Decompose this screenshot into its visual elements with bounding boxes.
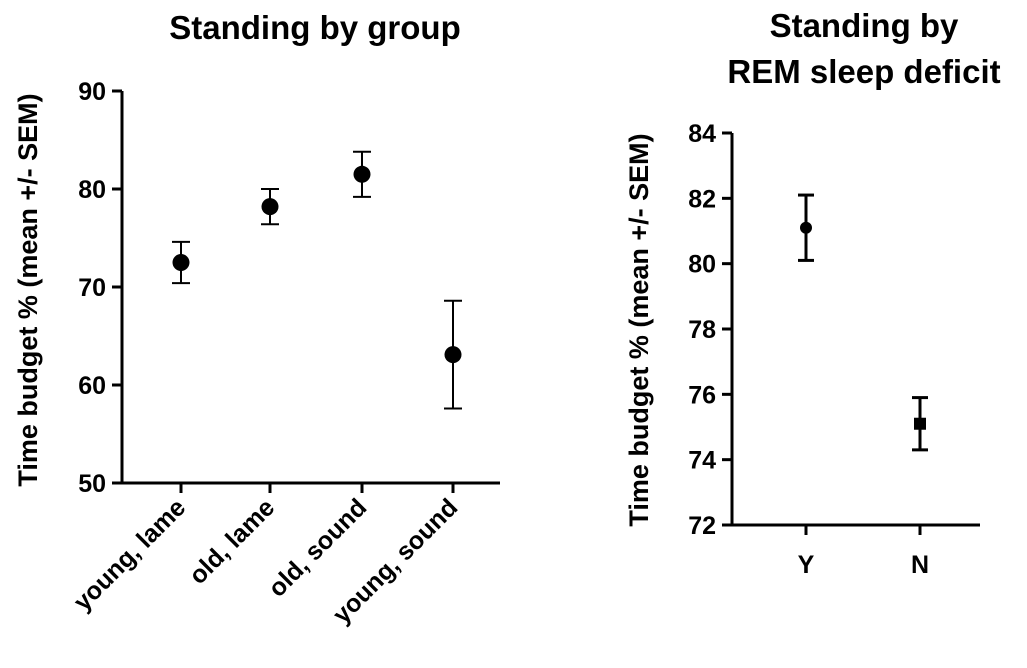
data-point [800, 221, 812, 234]
y-tick-label: 70 [78, 274, 106, 302]
data-point [261, 198, 279, 216]
y-tick-label: 82 [688, 185, 716, 213]
y-ticks: 72 74 76 78 80 82 84 [688, 120, 732, 540]
data-point [444, 346, 462, 364]
axes [120, 91, 500, 485]
y-tick-label: 84 [688, 120, 716, 148]
x-tick-label: Y [798, 551, 815, 579]
y-tick-label: 76 [688, 381, 716, 409]
axes [730, 133, 980, 527]
data-points [172, 150, 462, 410]
chart-standing-by-rem: Standing by REM sleep deficit Time budge… [624, 7, 1001, 579]
chart-standing-by-group: Standing by group Time budget % (mean +/… [13, 9, 500, 629]
data-points [798, 193, 928, 452]
x-tick-label: young, lame [68, 493, 191, 616]
y-axis-label: Time budget % (mean +/- SEM) [624, 133, 654, 526]
chart-title-line-2: REM sleep deficit [727, 53, 1000, 90]
y-tick-label: 78 [688, 316, 716, 344]
y-ticks: 50 60 70 80 90 [78, 78, 122, 498]
y-tick-label: 50 [78, 470, 106, 498]
data-point [353, 165, 371, 183]
x-tick-label: old, lame [184, 493, 280, 589]
y-tick-label: 60 [78, 372, 106, 400]
chart-title-line-1: Standing by [770, 7, 959, 44]
x-tick-label: N [911, 551, 929, 579]
chart-title: Standing by group [169, 9, 460, 46]
y-tick-label: 80 [688, 251, 716, 279]
y-tick-label: 72 [688, 512, 716, 540]
data-point [172, 254, 190, 271]
y-tick-label: 74 [688, 447, 716, 475]
y-tick-label: 90 [78, 78, 106, 106]
y-axis-label: Time budget % (mean +/- SEM) [13, 93, 43, 486]
y-tick-label: 80 [78, 176, 106, 204]
data-point-square [914, 417, 926, 430]
